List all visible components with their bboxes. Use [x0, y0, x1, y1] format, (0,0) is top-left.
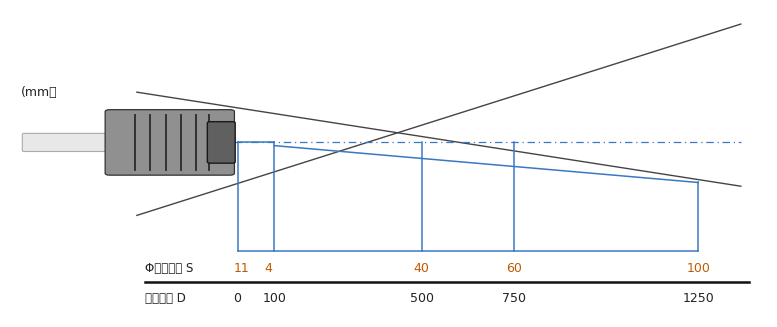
Text: 11: 11 — [234, 262, 249, 275]
FancyBboxPatch shape — [207, 122, 235, 163]
Text: 1250: 1250 — [682, 292, 714, 304]
Text: 40: 40 — [414, 262, 430, 275]
Text: 500: 500 — [409, 292, 434, 304]
Text: 4: 4 — [264, 262, 272, 275]
Text: (mm）: (mm） — [21, 86, 57, 99]
Text: 750: 750 — [502, 292, 526, 304]
Text: 60: 60 — [506, 262, 522, 275]
Text: 0: 0 — [234, 292, 242, 304]
Text: 100: 100 — [263, 292, 286, 304]
Text: 测量距离 D: 测量距离 D — [145, 292, 186, 304]
FancyBboxPatch shape — [23, 133, 131, 151]
Text: Φ目标直径 S: Φ目标直径 S — [145, 262, 193, 275]
Text: 100: 100 — [686, 262, 710, 275]
FancyBboxPatch shape — [105, 110, 235, 175]
